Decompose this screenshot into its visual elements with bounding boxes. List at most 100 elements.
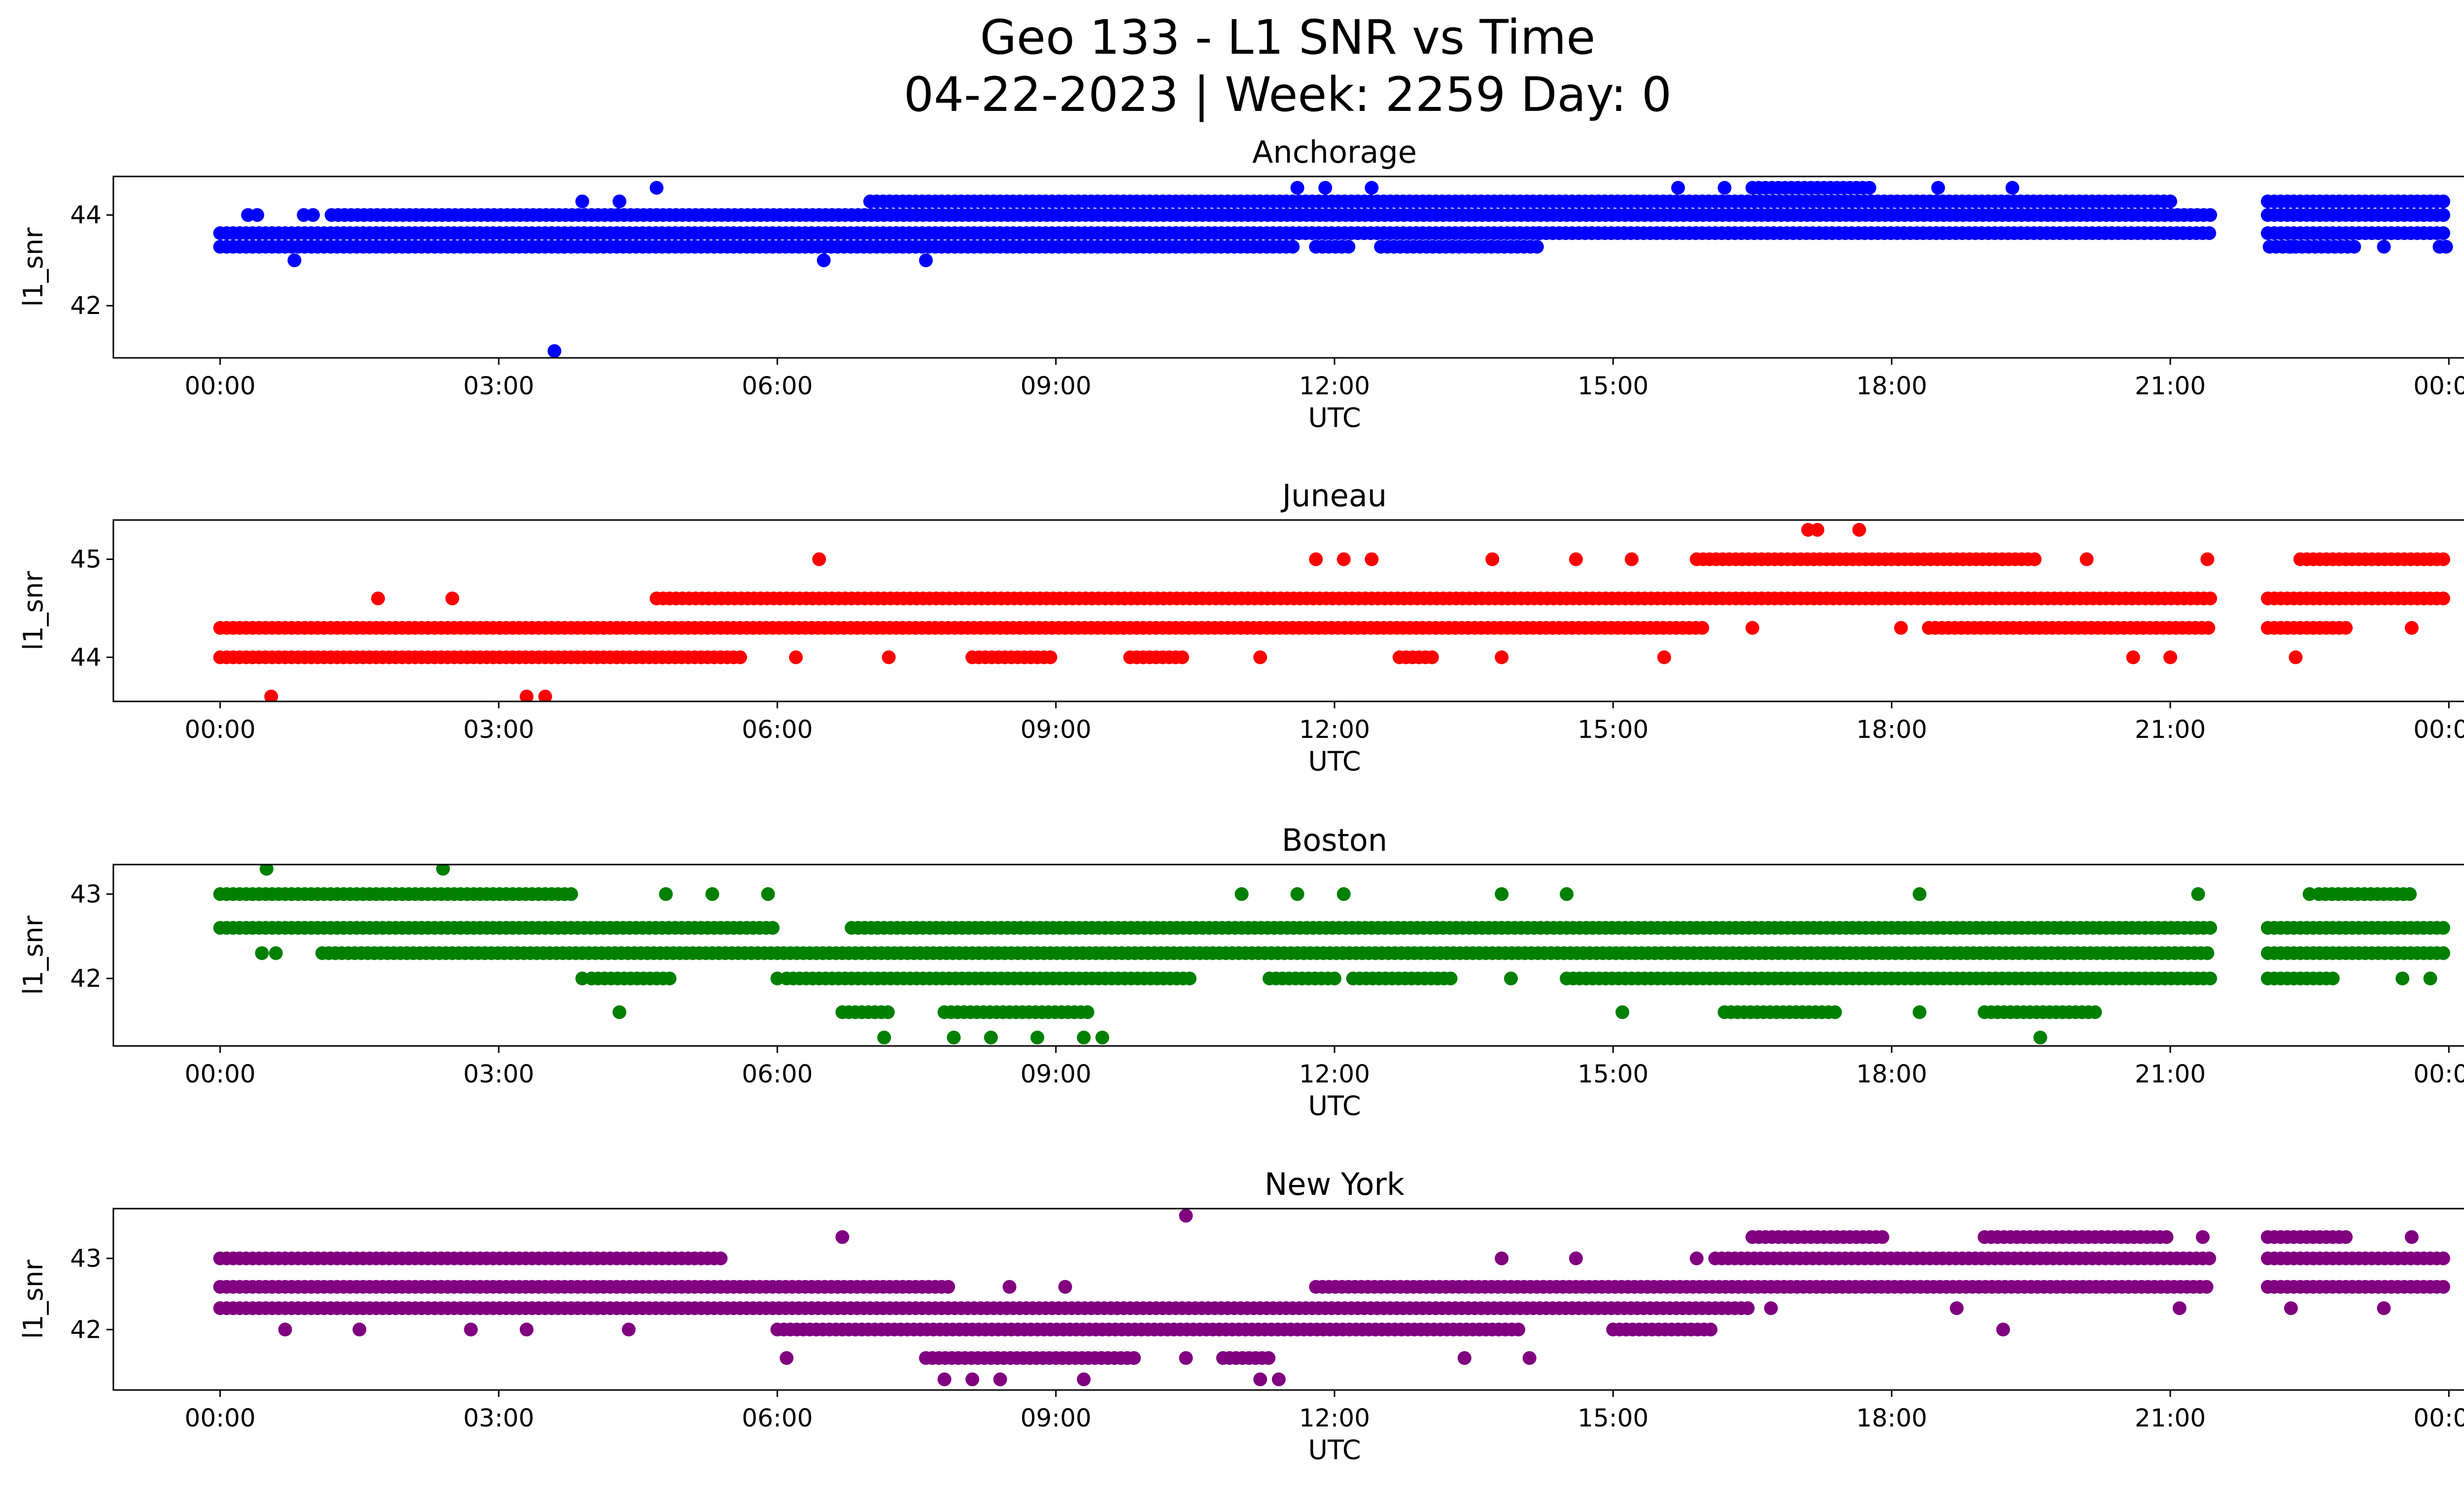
data-point: [1495, 650, 1509, 664]
data-point: [1522, 1351, 1537, 1365]
data-point: [464, 1322, 478, 1337]
data-point: [2199, 1280, 2214, 1294]
axes-frame: [112, 519, 2464, 702]
data-point: [1365, 552, 1379, 566]
data-point: [287, 253, 302, 268]
data-point: [1689, 1252, 1704, 1265]
data-point: [1495, 887, 1509, 901]
data-point: [2201, 621, 2216, 635]
y-tick-label: 44: [70, 643, 102, 671]
data-point: [564, 887, 578, 901]
x-tick-label: 09:00: [1021, 372, 1092, 400]
data-point: [2326, 972, 2340, 986]
data-point: [1862, 181, 1877, 195]
data-point: [1234, 887, 1249, 901]
y-tick-label: 45: [70, 545, 102, 574]
x-tick-label: 18:00: [1856, 715, 1927, 744]
subplot-title: New York: [1265, 1166, 1404, 1202]
data-point: [2005, 181, 2019, 195]
x-tick-label: 06:00: [742, 372, 813, 400]
data-point: [519, 1322, 534, 1337]
data-point: [1309, 552, 1323, 566]
data-point: [2347, 240, 2361, 254]
x-tick-label: 00:00: [2413, 1060, 2464, 1088]
data-point: [2203, 972, 2217, 986]
x-tick-label: 03:00: [463, 715, 534, 744]
data-point: [436, 865, 450, 876]
data-point: [371, 591, 385, 606]
data-point: [1511, 1322, 1526, 1337]
data-point: [556, 240, 571, 254]
x-tick-label: 21:00: [2135, 1404, 2206, 1432]
subplot-title: Anchorage: [1252, 134, 1417, 170]
data-point: [1336, 887, 1351, 901]
data-point: [1913, 1005, 1927, 1019]
data-point: [2289, 650, 2303, 664]
data-point: [1741, 1301, 1755, 1315]
data-point: [2195, 1230, 2210, 1244]
data-point: [1341, 240, 1356, 254]
x-tick-label: 12:00: [1299, 1060, 1370, 1088]
data-point: [1262, 1351, 1276, 1365]
data-point: [1504, 972, 1518, 986]
data-point: [1425, 650, 1439, 664]
data-point: [761, 887, 775, 901]
x-tick-label: 21:00: [2135, 372, 2206, 400]
data-point: [2404, 621, 2419, 635]
x-axis-label: UTC: [1308, 746, 1361, 777]
x-tick-label: 03:00: [463, 372, 534, 400]
data-point: [937, 1372, 952, 1387]
data-point: [519, 690, 534, 701]
data-point: [789, 650, 803, 664]
data-point: [1183, 972, 1197, 986]
markers: [213, 865, 2450, 1044]
data-point: [1745, 621, 1759, 635]
data-point: [1080, 1005, 1095, 1019]
data-point: [1657, 650, 1671, 664]
data-point: [2302, 887, 2317, 901]
markers: [213, 181, 2453, 358]
data-point: [780, 1351, 794, 1365]
data-point: [1530, 240, 1544, 254]
y-axis-label: l1_snr: [18, 227, 49, 307]
data-point: [2033, 1030, 2048, 1044]
x-tick-label: 18:00: [1856, 1060, 1927, 1088]
data-point: [1764, 1301, 1778, 1315]
data-point: [1336, 552, 1351, 566]
y-tick-label: 42: [70, 291, 102, 320]
data-point: [2436, 921, 2450, 935]
data-point: [1704, 1322, 1718, 1337]
data-point: [1671, 181, 1685, 195]
data-point: [2403, 887, 2417, 901]
data-point: [941, 1280, 956, 1294]
data-point: [1253, 1372, 1267, 1387]
data-point: [548, 344, 562, 358]
data-point: [278, 1322, 292, 1337]
x-tick-label: 18:00: [1856, 372, 1927, 400]
y-tick-label: 43: [70, 880, 102, 908]
data-point: [2202, 226, 2217, 240]
subplot-juneau: Juneau 44 45 00:00 03:00 06:00 09:00 12:00 15:00…: [18, 478, 2464, 777]
data-point: [714, 1252, 728, 1265]
data-point: [1828, 1005, 1842, 1019]
data-point: [1030, 1030, 1044, 1044]
data-point: [1365, 181, 1379, 195]
x-axis-label: UTC: [1308, 1434, 1361, 1465]
data-point: [2436, 194, 2450, 209]
data-point: [1443, 972, 1458, 986]
data-point: [1077, 1372, 1091, 1387]
data-point: [1271, 1372, 1286, 1387]
data-point: [2202, 1252, 2217, 1265]
data-point: [250, 208, 265, 222]
data-point: [650, 181, 664, 195]
data-point: [2080, 552, 2094, 566]
data-point: [984, 1030, 998, 1044]
data-point: [705, 887, 719, 901]
data-point: [306, 208, 320, 222]
data-point: [1495, 1252, 1509, 1265]
data-point: [1852, 522, 1866, 537]
x-tick-label: 00:00: [185, 715, 256, 744]
data-point: [2339, 621, 2353, 635]
data-point: [2439, 240, 2453, 254]
data-point: [882, 650, 896, 664]
